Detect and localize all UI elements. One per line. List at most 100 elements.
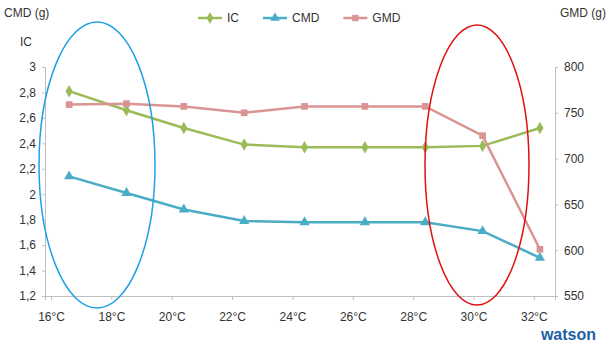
series-marker bbox=[241, 138, 248, 150]
tick: 2 bbox=[29, 188, 45, 202]
tick-label: 2 bbox=[29, 188, 36, 202]
series-line bbox=[69, 176, 540, 257]
tick-mark bbox=[555, 113, 558, 114]
series-marker bbox=[64, 171, 74, 180]
y-axis-title: CMD (g) bbox=[4, 6, 49, 20]
tick: 18°C bbox=[98, 296, 125, 324]
tick-label: 22°C bbox=[219, 310, 246, 324]
tick: 750 bbox=[555, 106, 584, 120]
legend: ICCMDGMD bbox=[198, 11, 401, 25]
series-marker bbox=[239, 215, 249, 224]
tick-label: 800 bbox=[564, 60, 584, 74]
tick-mark bbox=[42, 296, 45, 297]
tick: 1,8 bbox=[19, 213, 45, 227]
tick: 16°C bbox=[38, 296, 65, 324]
series-marker bbox=[179, 204, 189, 213]
chart: 16°C 18°C 20°C 22°C 24°C 26°C 28°C 30°C 32°C 1,2 1… bbox=[0, 0, 610, 352]
tick-label: 1,6 bbox=[19, 238, 36, 252]
tick: 2,4 bbox=[19, 137, 45, 151]
series-marker bbox=[301, 103, 308, 110]
tick: 550 bbox=[555, 289, 584, 303]
tick-mark bbox=[42, 271, 45, 272]
tick: 800 bbox=[555, 60, 584, 74]
tick-mark bbox=[353, 296, 354, 300]
tick-label: 550 bbox=[564, 289, 584, 303]
series-marker bbox=[535, 252, 545, 261]
axis-line bbox=[556, 68, 559, 297]
tick: 1,6 bbox=[19, 238, 45, 252]
tick-label: 20°C bbox=[159, 310, 186, 324]
series-marker bbox=[299, 216, 309, 225]
series-marker bbox=[180, 103, 187, 110]
tick-label: 2,2 bbox=[19, 162, 36, 176]
tick-mark bbox=[51, 296, 52, 300]
tick: 26°C bbox=[340, 296, 367, 324]
tick: 24°C bbox=[280, 296, 307, 324]
tick-mark bbox=[534, 296, 535, 300]
legend-marker bbox=[270, 12, 280, 20]
tick-mark bbox=[42, 143, 45, 144]
tick: 22°C bbox=[219, 296, 246, 324]
series-marker bbox=[536, 122, 543, 134]
series-marker bbox=[241, 109, 248, 116]
tick-mark bbox=[172, 296, 173, 300]
series-marker bbox=[66, 101, 73, 108]
tick-label: 2,4 bbox=[19, 137, 36, 151]
series-marker bbox=[66, 85, 73, 97]
legend-label: GMD bbox=[372, 11, 400, 25]
tick: 32°C bbox=[521, 296, 548, 324]
tick-mark bbox=[474, 296, 475, 300]
series-marker bbox=[479, 132, 486, 139]
tick-mark bbox=[555, 204, 558, 205]
series-marker bbox=[301, 141, 308, 153]
tick-label: 16°C bbox=[38, 310, 65, 324]
tick: 2,8 bbox=[19, 86, 45, 100]
y2-axis-title: GMD (g) bbox=[560, 6, 606, 20]
tick-mark bbox=[42, 92, 45, 93]
tick-mark bbox=[555, 296, 558, 297]
tick-mark bbox=[42, 245, 45, 246]
tick: 650 bbox=[555, 198, 584, 212]
tick-label: 2,6 bbox=[19, 111, 36, 125]
series-marker bbox=[537, 246, 544, 253]
tick-label: 18°C bbox=[98, 310, 125, 324]
series-marker bbox=[477, 225, 487, 234]
tick-label: 26°C bbox=[340, 310, 367, 324]
legend-marker bbox=[207, 12, 214, 24]
tick-mark bbox=[292, 296, 293, 300]
tick-label: 600 bbox=[564, 244, 584, 258]
tick: 30°C bbox=[461, 296, 488, 324]
tick: 1,4 bbox=[19, 264, 45, 278]
series-line bbox=[69, 104, 540, 250]
series-marker bbox=[123, 100, 130, 107]
legend-marker bbox=[352, 15, 358, 21]
tick-label: 750 bbox=[564, 106, 584, 120]
tick: 700 bbox=[555, 152, 584, 166]
tick-mark bbox=[232, 296, 233, 300]
legend-entry: IC bbox=[198, 11, 239, 25]
tick-label: 30°C bbox=[461, 310, 488, 324]
tick: 3 bbox=[29, 60, 45, 74]
highlight-ellipse bbox=[425, 25, 529, 305]
tick-label: 650 bbox=[564, 198, 584, 212]
tick: 600 bbox=[555, 244, 584, 258]
tick: 1,2 bbox=[19, 289, 45, 303]
tick-mark bbox=[413, 296, 414, 300]
tick-mark bbox=[555, 250, 558, 251]
series-line bbox=[69, 91, 540, 147]
tick-label: 28°C bbox=[400, 310, 427, 324]
tick-mark bbox=[42, 67, 45, 68]
series-marker bbox=[361, 141, 368, 153]
tick-mark bbox=[555, 159, 558, 160]
tick-label: 3 bbox=[29, 60, 36, 74]
y2-axis: 550 600 650 700 750 800 bbox=[555, 60, 584, 303]
axis-line bbox=[46, 297, 556, 301]
legend-entry: GMD bbox=[343, 11, 400, 25]
tick-mark bbox=[42, 194, 45, 195]
series-marker bbox=[180, 122, 187, 134]
tick-label: 32°C bbox=[521, 310, 548, 324]
legend-label: IC bbox=[227, 11, 239, 25]
tick-mark bbox=[555, 67, 558, 68]
tick-label: 2,8 bbox=[19, 86, 36, 100]
tick-label: 1,8 bbox=[19, 213, 36, 227]
